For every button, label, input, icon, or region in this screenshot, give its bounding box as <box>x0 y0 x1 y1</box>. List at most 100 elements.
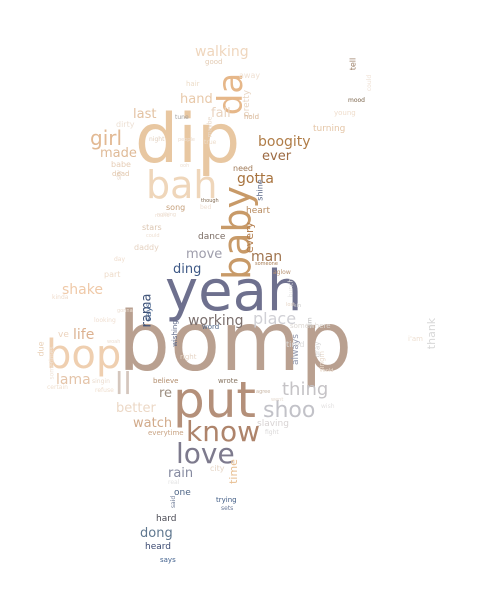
word-working: working <box>188 313 244 329</box>
word-babe: dirty <box>116 120 135 129</box>
word-just: went <box>271 397 284 403</box>
word-hold: away <box>239 71 261 80</box>
word-somewhere: somewhere <box>290 322 331 330</box>
word-heart: heart <box>246 206 270 216</box>
word-true: maybe <box>206 116 214 138</box>
word-song: need <box>233 164 253 173</box>
word-ve: ve <box>58 330 69 340</box>
word-real: always <box>290 334 301 365</box>
word-part: daddy <box>134 243 159 252</box>
word-time: time <box>226 459 240 484</box>
word-looking: looking <box>94 317 116 324</box>
word-singin: singin <box>92 378 110 385</box>
word-says: says <box>160 556 176 564</box>
word-life: life <box>73 327 95 343</box>
word-day: part <box>104 270 121 279</box>
word-heard: heard <box>145 542 172 552</box>
word-thank: gray <box>313 341 322 358</box>
word-put: put <box>173 371 257 429</box>
word-someone: someone <box>255 261 278 267</box>
word-watch: watch <box>133 416 173 431</box>
word-man: man <box>251 249 283 265</box>
word-good: dead <box>112 170 130 178</box>
word-slaving: slaving <box>257 419 289 429</box>
word-know: know <box>186 415 260 448</box>
word-yes: city <box>210 464 225 473</box>
word-round: woah <box>107 339 121 345</box>
word-dip: dip <box>135 100 241 179</box>
word-young: tell <box>348 57 358 71</box>
word-went: cold <box>323 368 334 374</box>
word-sets: sets <box>221 505 234 512</box>
word-word: wishing <box>170 320 179 347</box>
word-believe: believe <box>153 377 179 385</box>
word-bomp: bomp <box>118 295 353 390</box>
word-fight: fight <box>265 429 279 436</box>
word-cold: ooh <box>180 163 190 169</box>
word-move: move <box>186 247 223 262</box>
word-girl: girl <box>90 126 123 150</box>
word-sin: mood <box>348 97 365 104</box>
word-though: bed <box>200 204 212 211</box>
word-wishing: says <box>143 303 153 321</box>
word-woah: could <box>366 74 374 92</box>
word-gonna: gonna <box>117 308 133 314</box>
word-hard: hard <box>156 514 177 524</box>
word-maybe: tune <box>175 114 189 121</box>
word-trying: trying <box>216 496 237 504</box>
word-dirty: day <box>114 256 126 263</box>
word-rain: rain <box>168 466 194 481</box>
word-walking: walking <box>195 44 249 60</box>
word-sometimes: could <box>146 233 160 239</box>
word-ooh: sometimes <box>48 346 56 380</box>
word-made: made <box>100 146 137 161</box>
word-kinda: kinda <box>52 294 69 301</box>
word-ever: ever <box>262 149 292 164</box>
word-tell: hold <box>244 113 260 121</box>
word-boogity: boogity <box>258 134 311 150</box>
word-yeah: yeah <box>165 259 303 324</box>
word-away: hair <box>186 80 200 88</box>
word-shoo: shoo <box>263 398 316 423</box>
word-aim: bunch <box>287 278 295 298</box>
word-always: real <box>168 479 180 486</box>
word-need: shine <box>255 179 265 201</box>
word-dance: dance <box>198 232 226 242</box>
word-sky: night <box>149 136 165 143</box>
word-place: place <box>253 309 297 328</box>
word-re: re <box>159 386 173 401</box>
word-stars: song <box>166 203 186 212</box>
word-bah: bah <box>146 163 218 207</box>
word-tired: tired <box>286 340 305 349</box>
word-aglow: aglow <box>273 269 291 276</box>
word-agree: agree <box>256 389 271 395</box>
word-nothing: people <box>178 137 195 143</box>
word-ding: ding <box>173 262 202 277</box>
word-i-am: thank <box>425 317 439 350</box>
word-shine: word <box>202 323 220 331</box>
word-love: love <box>176 437 235 470</box>
word-dong: dong <box>140 526 173 541</box>
word-wrote: wrote <box>218 377 238 385</box>
word-bunch: sin <box>294 303 302 309</box>
word-one: one <box>174 488 191 498</box>
word-city: young <box>334 109 356 117</box>
word-last: last <box>133 107 157 122</box>
word-shake: shake <box>62 282 103 298</box>
word-bed: i'am <box>408 335 423 343</box>
word-everytime: everytime <box>148 429 184 437</box>
word-lost: round <box>155 213 170 219</box>
word-refuse: refuse <box>95 387 114 394</box>
word-certain: certain <box>47 384 68 391</box>
word-better: better <box>116 401 156 416</box>
word-thing: thing <box>282 379 329 400</box>
word-hair: good <box>205 58 223 66</box>
word-gotta: gotta <box>237 171 275 187</box>
word-daddy: stars <box>142 223 162 232</box>
word-lie: lost <box>286 302 296 308</box>
word-right: right <box>180 353 197 361</box>
word-wish: wish <box>321 403 335 410</box>
word-night: true <box>204 139 217 146</box>
word-could: nothing <box>157 212 177 218</box>
